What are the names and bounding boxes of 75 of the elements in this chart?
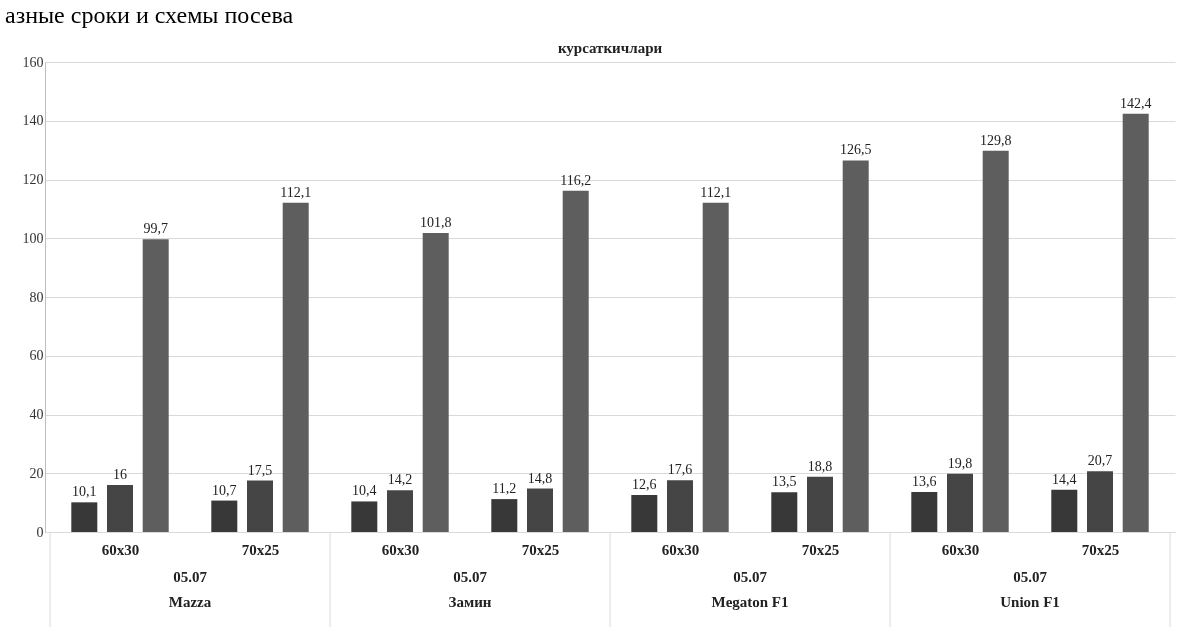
x-tick-label: 70x25 xyxy=(801,541,840,558)
bar xyxy=(947,473,973,532)
x-tick-label: 60x30 xyxy=(101,541,140,558)
bar xyxy=(702,202,729,532)
bar xyxy=(142,239,169,532)
bar xyxy=(982,150,1009,532)
text: Mazza xyxy=(168,594,212,610)
text: 05.07 xyxy=(173,569,208,585)
data-label: 14,4 xyxy=(1052,471,1077,487)
text: Union F1 xyxy=(1000,594,1060,610)
text: азные сроки и схемы посева xyxy=(5,2,294,28)
y-tick-label: 160 xyxy=(22,54,44,70)
bar xyxy=(422,232,449,532)
bar xyxy=(842,160,869,532)
data-label: 116,2 xyxy=(560,172,592,188)
data-label: 12,6 xyxy=(632,476,657,492)
x-tick-label: 60x30 xyxy=(941,541,980,558)
data-label: 10,1 xyxy=(72,484,97,500)
data-label: 19,8 xyxy=(947,455,973,471)
y-tick-label: 140 xyxy=(22,113,44,129)
data-label: 99,7 xyxy=(143,221,168,237)
data-label: 17,6 xyxy=(667,462,693,478)
bar xyxy=(351,501,378,532)
data-label: 142,4 xyxy=(1119,95,1152,111)
bar xyxy=(631,494,658,532)
data-label: 10,4 xyxy=(352,483,377,499)
data-label: 129,8 xyxy=(979,132,1012,148)
y-tick-label: 80 xyxy=(29,289,44,305)
data-label: 126,5 xyxy=(839,142,872,158)
bar xyxy=(1087,471,1113,532)
text: Megaton F1 xyxy=(711,594,789,610)
data-label: 112,1 xyxy=(280,184,312,200)
y-tick-label: 20 xyxy=(29,465,44,481)
data-label: 101,8 xyxy=(419,214,452,230)
bar xyxy=(562,190,589,532)
bar xyxy=(211,500,238,532)
bar xyxy=(387,490,413,532)
bar xyxy=(527,488,553,532)
bar xyxy=(1051,489,1078,532)
bar xyxy=(911,492,938,532)
x-tick-label: 60x30 xyxy=(661,541,700,558)
x-tick-label: 60x30 xyxy=(381,541,420,558)
text: Замин xyxy=(448,594,492,610)
bar xyxy=(771,492,798,532)
y-tick-label: 100 xyxy=(22,230,44,246)
data-label: 18,8 xyxy=(807,458,833,474)
x-tick-label: 70x25 xyxy=(1081,541,1120,558)
text: 05.07 xyxy=(453,569,488,585)
x-tick-label: 70x25 xyxy=(521,541,560,558)
text: 05.07 xyxy=(1013,569,1048,585)
data-label: 112,1 xyxy=(700,184,732,200)
data-label: 14,8 xyxy=(527,470,553,486)
bar xyxy=(71,502,98,532)
data-label: 14,2 xyxy=(387,472,413,488)
data-label: 13,6 xyxy=(912,474,937,490)
data-label: 20,7 xyxy=(1087,453,1113,469)
data-label: 11,2 xyxy=(492,481,517,497)
y-tick-label: 40 xyxy=(29,407,44,422)
data-label: 16 xyxy=(113,467,127,482)
bar xyxy=(807,476,833,532)
data-label: 13,5 xyxy=(772,474,797,490)
y-tick-label: 120 xyxy=(22,172,44,187)
bar xyxy=(247,480,273,532)
bar xyxy=(491,499,518,532)
data-label: 10,7 xyxy=(212,482,237,498)
bar xyxy=(667,480,693,532)
chart-title: курсаткичлари xyxy=(557,40,663,56)
bar xyxy=(107,485,133,532)
x-tick-label: 70x25 xyxy=(241,541,280,558)
text: 05.07 xyxy=(733,569,768,585)
bar xyxy=(1122,113,1149,532)
y-tick-label: 0 xyxy=(36,524,44,540)
data-label: 17,5 xyxy=(247,462,273,478)
y-tick-label: 60 xyxy=(29,348,44,364)
bar xyxy=(282,202,309,532)
